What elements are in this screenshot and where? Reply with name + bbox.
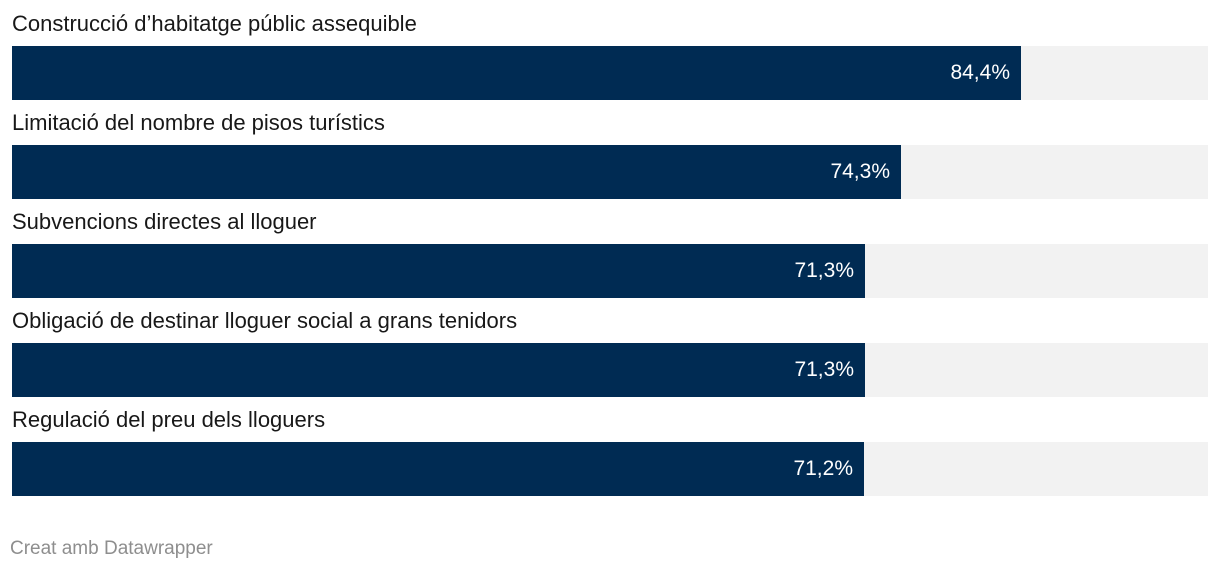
- bar: [12, 145, 901, 199]
- category-label: Limitació del nombre de pisos turístics: [12, 110, 385, 135]
- bar-row: Regulació del preu dels lloguers 71,2%: [12, 402, 1208, 501]
- value-label: 71,3%: [794, 259, 854, 282]
- bar-track: 84,4%: [12, 46, 1208, 100]
- value-label: 74,3%: [830, 160, 890, 183]
- value-label: 84,4%: [950, 61, 1010, 84]
- category-label: Obligació de destinar lloguer social a g…: [12, 308, 518, 333]
- category-label: Subvencions directes al lloguer: [12, 209, 317, 234]
- bar-track: 71,2%: [12, 442, 1208, 496]
- bar-track: 74,3%: [12, 145, 1208, 199]
- bar: [12, 46, 1021, 100]
- bar-row: Subvencions directes al lloguer 71,3%: [12, 204, 1208, 303]
- bar: [12, 442, 864, 496]
- category-label: Construcció d’habitatge públic assequibl…: [12, 11, 417, 36]
- bar-chart: Construcció d’habitatge públic assequibl…: [12, 6, 1208, 501]
- bar-track: 71,3%: [12, 343, 1208, 397]
- bar-track: 71,3%: [12, 244, 1208, 298]
- bar-row: Limitació del nombre de pisos turístics 7…: [12, 105, 1208, 204]
- bar-row: Obligació de destinar lloguer social a g…: [12, 303, 1208, 402]
- value-label: 71,2%: [793, 457, 853, 480]
- value-label: 71,3%: [794, 358, 854, 381]
- bar: [12, 244, 865, 298]
- bar: [12, 343, 865, 397]
- category-label: Regulació del preu dels lloguers: [12, 407, 326, 432]
- bar-row: Construcció d’habitatge públic assequibl…: [12, 6, 1208, 105]
- credit-text: Creat amb Datawrapper: [10, 538, 213, 559]
